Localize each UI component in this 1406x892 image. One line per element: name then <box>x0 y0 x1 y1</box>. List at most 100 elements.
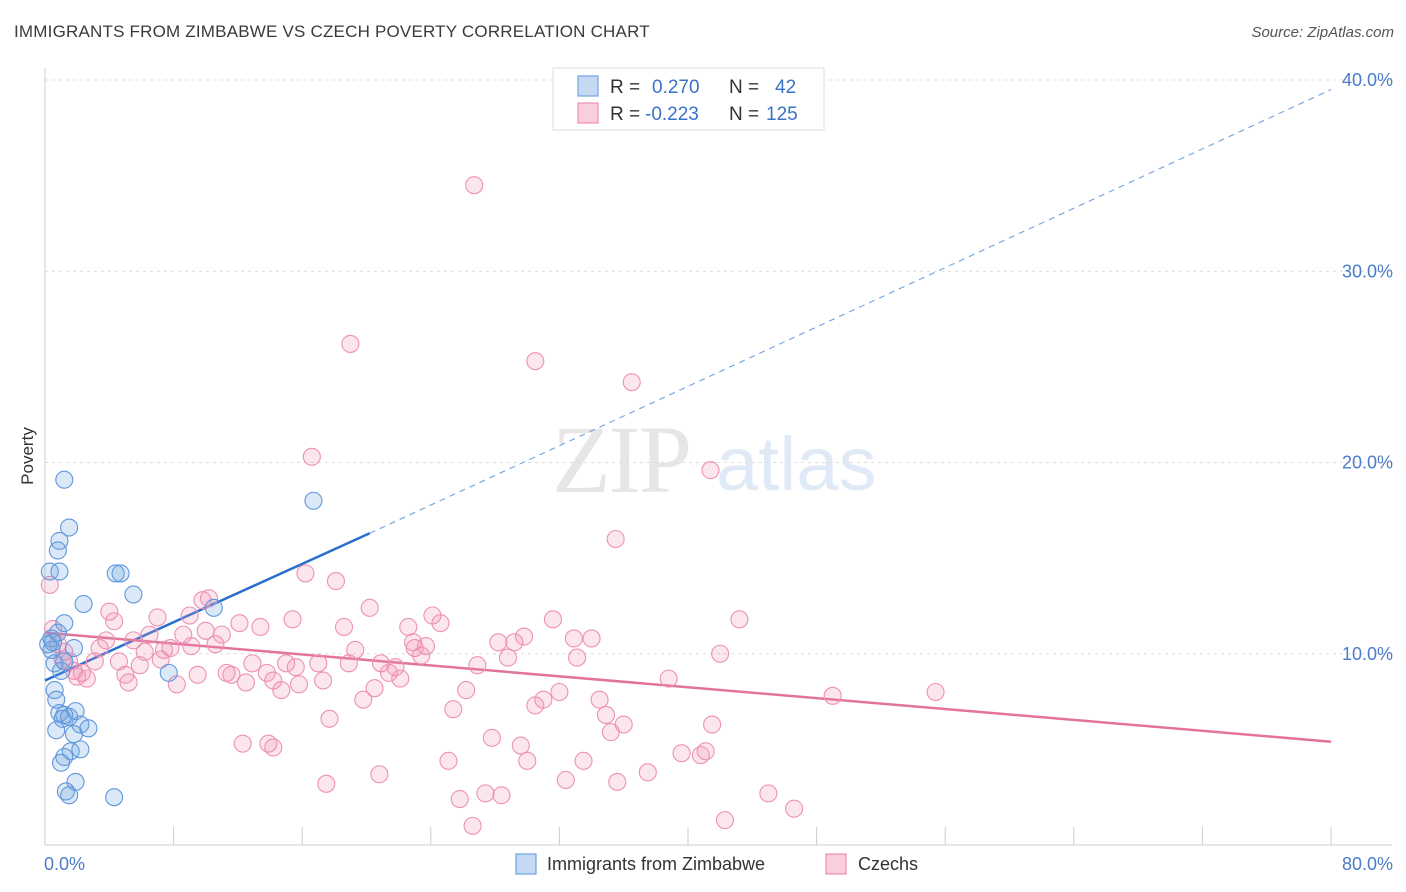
source-label: Source: ZipAtlas.com <box>1251 24 1394 41</box>
gridlines <box>45 79 1392 655</box>
czechs-point <box>404 633 423 652</box>
legend-r-label-1: R = <box>610 77 640 98</box>
czechs-point <box>614 715 633 734</box>
x-tick-labels: 0.0% 80.0% <box>44 854 1393 874</box>
czechs-point <box>230 614 249 633</box>
czechs-point <box>341 334 360 353</box>
stats-legend: R = 0.270 N = 42 R = -0.223 N = 125 <box>552 67 825 131</box>
czechs-point <box>119 673 138 692</box>
zimbabwe-point <box>111 564 130 583</box>
czechs-point <box>439 751 458 770</box>
zimbabwe-point <box>60 786 79 805</box>
czechs-point <box>182 637 201 656</box>
zimbabwe-point <box>71 740 90 759</box>
zimbabwe-point <box>47 690 66 709</box>
czechs-point <box>302 447 321 466</box>
czechs-points <box>40 176 945 835</box>
czechs-point <box>386 658 405 677</box>
czechs-point <box>346 640 365 659</box>
czechs-point <box>526 352 545 371</box>
zimbabwe-point <box>48 623 67 642</box>
zimbabwe-point <box>47 721 66 740</box>
y-tick-label: 20.0% <box>1342 453 1393 473</box>
czechs-point <box>703 715 722 734</box>
axes <box>44 68 1392 846</box>
y-tick-label: 30.0% <box>1342 261 1393 281</box>
czechs-point <box>277 654 296 673</box>
zimbabwe-points <box>39 470 323 807</box>
czechs-point <box>498 648 518 667</box>
czechs-point <box>320 709 339 728</box>
czechs-point <box>154 640 174 659</box>
zimbabwe-point <box>55 652 74 671</box>
legend-swatch-pink <box>577 102 599 124</box>
czechs-point <box>233 734 252 753</box>
czechs-point <box>212 625 231 644</box>
zimbabwe-point <box>64 638 83 658</box>
zimbabwe-point <box>52 753 71 772</box>
czechs-point <box>264 738 283 757</box>
czechs-point <box>140 625 159 644</box>
y-tick-labels: 10.0% 20.0% 30.0% 40.0% <box>1342 70 1393 664</box>
bottom-legend-label-czechs: Czechs <box>858 854 918 874</box>
czechs-point <box>590 690 609 709</box>
czechs-point <box>659 669 678 688</box>
czechs-point <box>180 606 199 625</box>
zimbabwe-point <box>50 562 69 581</box>
czechs-point <box>505 633 524 652</box>
y-axis-title: Poverty <box>18 427 37 485</box>
czechs-point <box>148 608 167 627</box>
czechs-point <box>243 654 262 673</box>
czechs-point <box>251 617 270 637</box>
czechs-point <box>135 642 154 661</box>
zimbabwe-point <box>204 598 223 617</box>
czechs-point <box>759 784 778 803</box>
czechs-point <box>286 658 305 677</box>
czechs-point <box>534 690 553 709</box>
zimbabwe-point <box>159 663 178 682</box>
czechs-point <box>468 656 487 675</box>
x-tick-label: 80.0% <box>1342 854 1393 874</box>
czechs-point <box>574 751 593 770</box>
zimbabwe-point <box>105 788 124 807</box>
czechs-point <box>85 652 104 671</box>
czechs-point <box>785 799 804 818</box>
czechs-point <box>444 700 463 719</box>
legend-n-value-2: 125 <box>766 104 798 125</box>
series-legend: Immigrants from Zimbabwe Czechs <box>515 853 918 875</box>
czechs-point <box>550 682 569 702</box>
legend-swatch-blue <box>577 75 599 97</box>
legend-r-label-2: R = <box>610 104 640 125</box>
czechs-point <box>399 617 418 637</box>
x-tick-label: 0.0% <box>44 854 85 874</box>
czechs-trend-line <box>44 631 1332 743</box>
czechs-point <box>543 610 563 629</box>
zimbabwe-point <box>43 633 63 652</box>
czechs-point <box>672 744 691 763</box>
czechs-point <box>465 176 484 195</box>
czechs-point <box>715 811 735 830</box>
watermark-atlas: atlas <box>716 422 877 507</box>
zimbabwe-point <box>45 681 64 700</box>
legend-r-value-1: 0.270 <box>652 77 700 98</box>
czechs-point <box>68 667 87 686</box>
czechs-point <box>309 654 328 673</box>
czechs-point <box>511 736 530 755</box>
czechs-point <box>556 770 575 790</box>
czechs-point <box>314 671 333 690</box>
czechs-point <box>130 656 149 675</box>
czechs-point <box>476 784 495 803</box>
czechs-point <box>518 751 537 770</box>
zimbabwe-point <box>304 491 323 510</box>
zimbabwe-point <box>66 702 85 721</box>
czechs-point <box>608 772 627 791</box>
czechs-point <box>492 786 511 805</box>
zimbabwe-point <box>106 564 125 583</box>
czechs-point <box>360 598 379 617</box>
czechs-point <box>272 681 291 700</box>
czechs-point <box>199 589 219 608</box>
zimbabwe-point <box>60 518 79 537</box>
czechs-point <box>696 742 715 761</box>
legend-n-value-1: 42 <box>775 77 796 98</box>
